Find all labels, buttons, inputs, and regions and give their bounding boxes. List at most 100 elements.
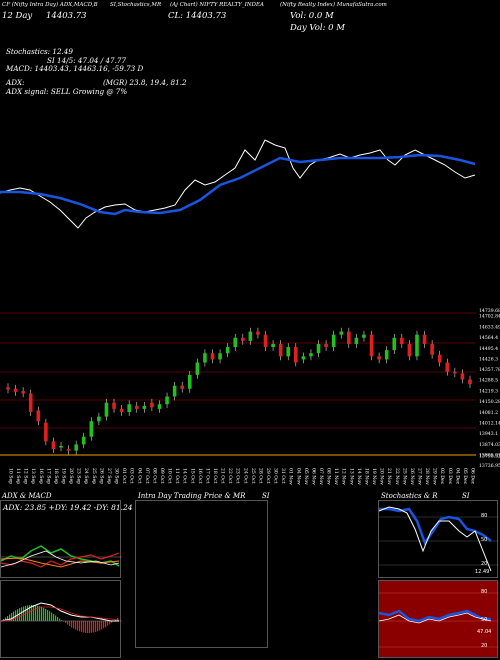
macd-bar [57,617,59,621]
macd-bar [65,621,67,624]
date-tick-label: 19 Nov [371,468,377,485]
candle-body [286,347,291,357]
price-tick-label: 14288.5 [479,378,498,384]
date-tick-label: 13 Nov [348,468,354,485]
date-tick-label: 12 Nov [341,468,347,485]
macd-bar [109,621,111,625]
macd-bar [105,621,107,628]
candle-body [112,402,116,409]
candle-body [51,441,56,450]
date-tick-label: 06 Dec [470,468,476,485]
stoch-panel-si: SI [462,492,470,500]
macd-bar [19,608,21,621]
candle-body [294,347,298,363]
candle-body [263,334,268,348]
date-tick-label: 07 Oct [144,468,150,484]
macd-bar [69,621,71,627]
adx-signal-readout: ADX signal: SELL Growing @ 7% [6,87,128,96]
date-tick-label: 02 Dec [439,468,445,485]
macd-bar [5,617,7,621]
candle-body [74,444,78,451]
candle-body [415,334,419,357]
adx-panel-chart [1,545,122,568]
macd-bar [115,619,117,621]
candle-body [66,449,71,451]
date-tick-label: 15 Oct [189,468,195,484]
date-tick-label: 23 Sep [76,468,82,484]
candle-body [150,402,154,408]
candle-body [422,334,427,344]
date-tick-label: 18 Nov [363,468,369,485]
price-line-white [0,139,476,229]
macd-bar [103,621,105,629]
candle-body [203,353,207,363]
macd-bar [63,621,65,622]
macd-panel [0,580,122,658]
date-tick-label: 28 Oct [257,468,263,484]
rsi-level-50: 50 [481,617,488,623]
stochastics-readout: Stochastics: 12.49 [6,47,73,56]
date-tick-label: 21 Nov [386,468,392,485]
candle-body [134,405,139,409]
date-tick-label: 14 Nov [356,468,362,485]
price-tick-label: 14081.2 [479,410,498,416]
macd-bar [71,621,73,628]
candle-body [400,337,404,344]
si-readout: SI 14/5: 47.04 / 47.77 [47,56,127,65]
intra-panel-title: Intra Day Trading Price & MR [138,492,246,500]
candle-body [36,410,41,422]
candle-body [278,343,283,357]
price-tick-label: 13798.52 [479,453,500,459]
price-tick-label: 13874.03 [479,442,500,448]
candle-body [324,343,328,348]
date-tick-label: 17 Sep [45,468,51,484]
macd-bar [101,621,103,630]
date-tick-label: 18 Oct [212,468,218,484]
candle-body [453,371,457,374]
macd-bar [39,606,41,621]
date-tick-label: 03 Oct [129,468,135,484]
date-tick-label: 21 Oct [220,468,226,484]
date-tick-label: 06 Nov [310,468,316,485]
candle-body [59,445,63,448]
candle-body [301,356,306,360]
date-tick-label: 20 Nov [379,468,385,485]
macd-bar [47,610,49,621]
macd-bar [81,621,83,633]
candle-body [384,350,389,360]
stoch-level-50: 50 [481,537,488,543]
price-tick-label: 14702.84 [479,314,500,320]
date-tick-label: 14 Oct [182,468,188,484]
date-tick-label: 04 Nov [295,468,301,485]
macd-bar [31,605,33,621]
macd-bar [99,621,101,631]
macd-bar [53,614,55,621]
macd-bar [95,621,97,632]
candle-body [6,387,10,390]
candle-body [347,331,351,344]
macd-bar [37,605,39,621]
candle-body [28,393,33,412]
date-tick-label: 27 Sep [106,468,112,484]
candle-body [233,337,238,348]
header-indicators: SI,Stochastics,MR [110,2,162,8]
candle-body [271,343,275,348]
close-left-label: 12 Day [2,11,33,21]
candle-body [104,402,109,417]
date-tick-label: 18 Sep [53,468,59,484]
candle-body [218,353,222,360]
date-tick-label: 30 Oct [273,468,279,484]
price-tick-label: 14564.4 [479,335,498,341]
macd-bar [83,621,85,633]
macd-bar [13,611,15,621]
date-tick-label: 17 Oct [204,468,210,484]
candle-body [89,421,94,437]
intra-panel-si: SI [262,492,270,500]
macd-bar [67,621,69,625]
date-tick-label: 16 Oct [197,468,203,484]
macd-bar [77,621,79,631]
date-tick-label: 03 Dec [447,468,453,485]
candle-body [362,334,366,338]
candle-body [468,379,472,385]
